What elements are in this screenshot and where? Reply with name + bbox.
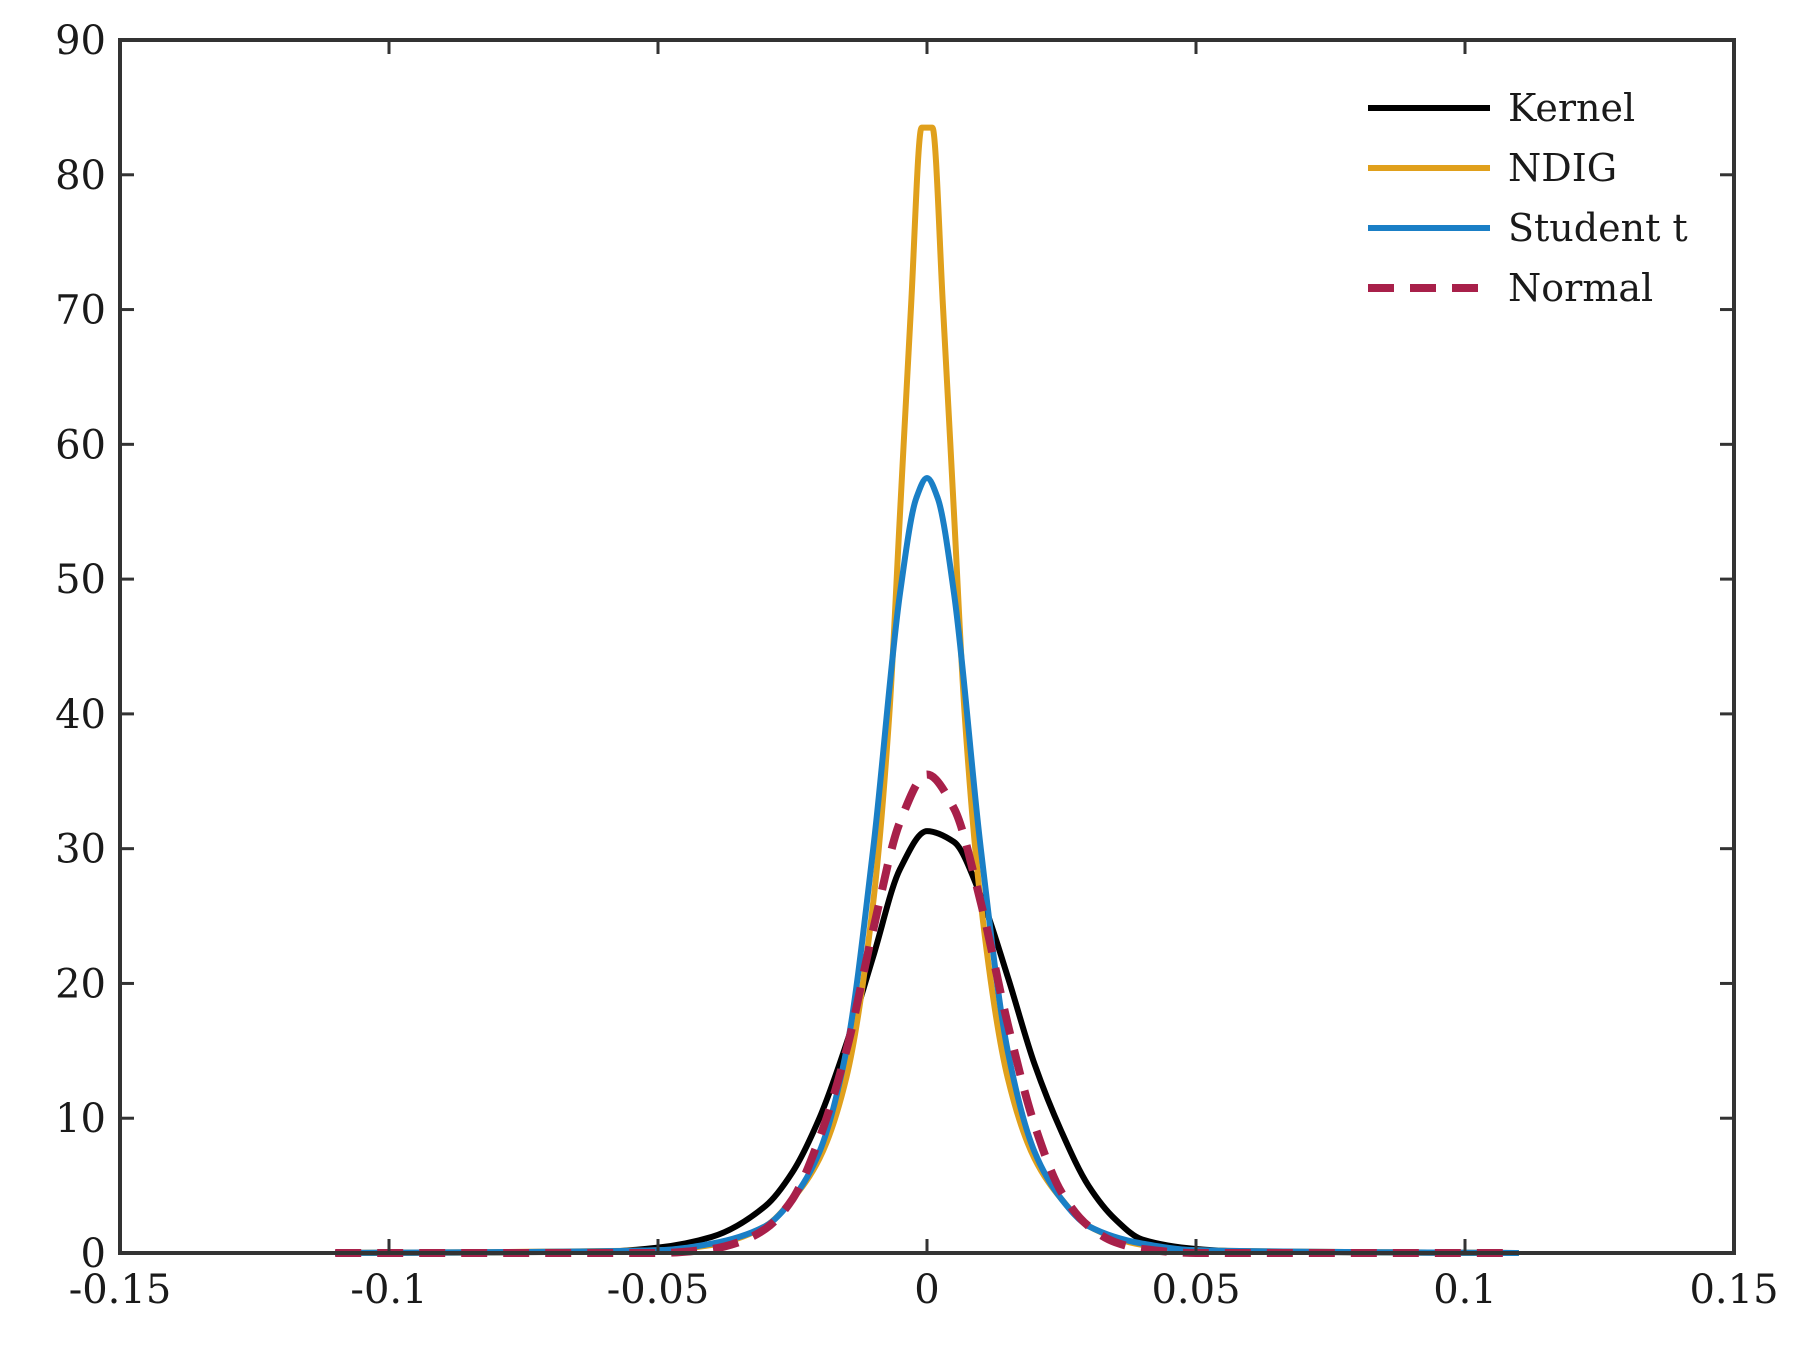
legend-label-normal: Normal [1508,266,1653,310]
y-tick-label: 60 [55,422,106,468]
y-tick-label: 50 [55,557,106,603]
plot-frame [118,38,1736,1255]
y-tick-label: 10 [55,1096,106,1142]
x-tick-label: -0.15 [69,1267,172,1313]
y-tick-label: 40 [55,692,106,738]
legend-label-ndig: NDIG [1508,146,1617,190]
y-tick-label: 90 [55,18,106,64]
y-tick-label: 70 [55,288,106,334]
series-line-normal [335,770,1519,1258]
x-tick-label: 0.15 [1689,1267,1778,1313]
x-tick-label: -0.05 [607,1267,710,1313]
legend-label-kernel: Kernel [1508,86,1635,130]
x-tick-label: 0.1 [1433,1267,1497,1313]
y-tick-label: 0 [81,1231,106,1277]
y-axis-tick-labels: 0 10 20 30 40 50 60 70 80 90 [55,18,106,1277]
series-layer [335,124,1519,1258]
y-tick-label: 30 [55,827,106,873]
x-axis-tick-labels: -0.15 -0.1 -0.05 0 0.05 0.1 0.15 [69,1267,1779,1313]
legend-label-student-t: Student t [1508,206,1688,250]
x-tick-label: 0 [914,1267,939,1313]
x-tick-label: 0.05 [1151,1267,1240,1313]
y-tick-label: 80 [55,153,106,199]
series-line-kernel [335,828,1519,1256]
y-tick-label: 20 [55,961,106,1007]
legend: Kernel NDIG Student t Normal [1368,86,1688,310]
x-tick-label: -0.1 [350,1267,427,1313]
